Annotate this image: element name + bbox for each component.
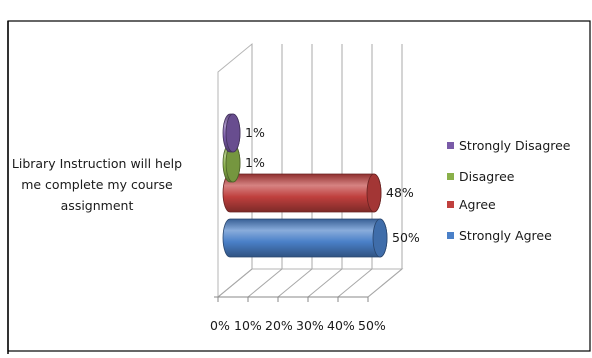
bar-body[interactable] (222, 173, 382, 213)
legend-label: Strongly Agree (459, 228, 552, 243)
bar-cap[interactable] (225, 113, 241, 153)
legend-item-strongly-agree[interactable]: Strongly Agree (447, 228, 552, 243)
x-tick-label: 0% (210, 318, 230, 333)
legend-item-disagree[interactable]: Disagree (447, 169, 515, 184)
bars (222, 113, 388, 258)
legend-swatch (447, 232, 454, 239)
legend-swatch (447, 201, 454, 208)
x-axis: 0% 10% 20% 30% 40% 50% (210, 296, 386, 333)
bar-agree[interactable] (222, 173, 382, 213)
bar-strongly-agree[interactable] (222, 218, 388, 258)
category-label-text: Library Instruction will help me complete… (12, 156, 182, 213)
floor-gridline (337, 268, 373, 298)
floor (216, 268, 404, 298)
bar-disagree[interactable] (222, 143, 241, 183)
x-tick-label: 30% (296, 318, 324, 333)
floor-gridline (217, 268, 253, 298)
grid (216, 42, 404, 299)
floor-gridline (367, 268, 403, 298)
bar-body[interactable] (222, 218, 388, 258)
category-label-line: me complete my course (21, 177, 173, 192)
legend[interactable]: Strongly Disagree Disagree Agree Strongly A… (447, 138, 571, 243)
legend-item-strongly-disagree[interactable]: Strongly Disagree (447, 138, 571, 153)
x-tick-label: 20% (265, 318, 293, 333)
data-label: 48% (386, 185, 414, 200)
data-label: 1% (245, 125, 265, 140)
data-label: 1% (245, 155, 265, 170)
x-tick-label: 50% (358, 318, 386, 333)
legend-swatch (447, 142, 454, 149)
legend-label: Disagree (459, 169, 515, 184)
x-tick-label: 40% (327, 318, 355, 333)
legend-swatch (447, 173, 454, 180)
category-label-line: Library Instruction will help (12, 156, 182, 171)
floor-gridline (277, 268, 313, 298)
chart-frame (7, 20, 591, 354)
bar-strongly-disagree[interactable] (222, 113, 241, 153)
bar-cap[interactable] (366, 173, 382, 213)
category-label: Library Instruction will help me complete… (12, 156, 182, 213)
floor-gridline (307, 268, 343, 298)
data-label: 50% (392, 230, 420, 245)
data-labels: 50% 48% 1% 1% (245, 125, 420, 245)
legend-item-agree[interactable]: Agree (447, 197, 496, 212)
floor-gridline (247, 268, 283, 298)
x-tick-label: 10% (234, 318, 262, 333)
bar-cap[interactable] (372, 218, 388, 258)
legend-label: Strongly Disagree (459, 138, 571, 153)
category-label-line: assignment (61, 198, 134, 213)
legend-label: Agree (459, 197, 496, 212)
